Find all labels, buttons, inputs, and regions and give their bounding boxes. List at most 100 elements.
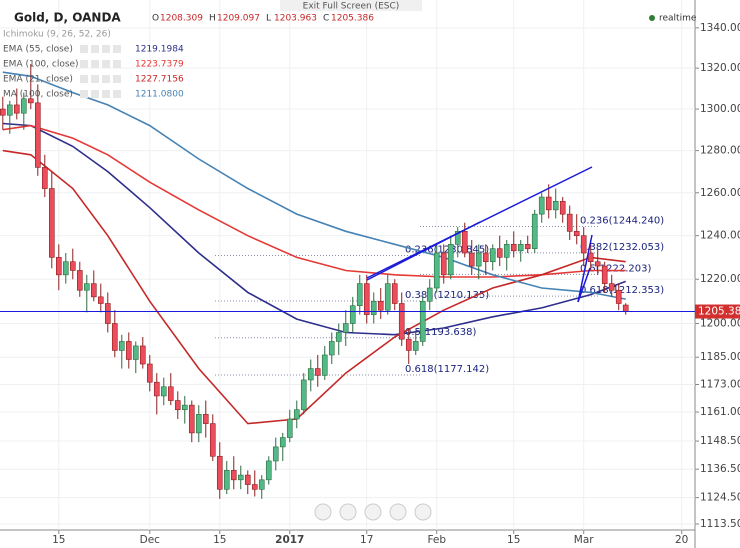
fullscreen-hint[interactable]: Exit Full Screen (ESC) xyxy=(303,2,400,12)
y-tick-label: 1320.000 xyxy=(700,62,740,74)
candle-body xyxy=(174,400,181,411)
candle-body xyxy=(405,338,412,351)
legend-icon xyxy=(91,75,99,83)
candle-body xyxy=(573,231,580,236)
y-tick-label: 1173.000 xyxy=(700,378,740,390)
last-price-label: 1205.386 xyxy=(698,306,740,318)
candle-body xyxy=(328,341,335,356)
x-tick-label: Feb xyxy=(427,534,446,546)
candle-body xyxy=(475,252,482,267)
nav-button[interactable] xyxy=(389,503,407,521)
candle-body xyxy=(461,231,468,254)
candle-body xyxy=(601,265,608,284)
candle-body xyxy=(587,252,594,263)
ohlc-letter: O xyxy=(152,14,159,24)
nav-button[interactable] xyxy=(364,503,382,521)
fib-label: 0.5(1193.638) xyxy=(405,327,477,338)
candle-body xyxy=(202,414,209,424)
legend-icon xyxy=(102,75,110,83)
candle-body xyxy=(538,196,545,215)
status: realtime xyxy=(659,14,697,24)
candle-body xyxy=(524,244,531,249)
candle-body xyxy=(195,414,202,434)
status-dot xyxy=(649,15,655,21)
candle-body xyxy=(559,201,566,215)
candle-body xyxy=(615,289,622,304)
candle-body xyxy=(146,363,153,383)
candle-body xyxy=(622,304,629,312)
x-tick-label: 20 xyxy=(675,534,688,546)
y-tick-label: 1340.000 xyxy=(700,22,740,34)
candle-body xyxy=(27,98,34,104)
fib-label: 0.5(1222.203) xyxy=(580,263,652,274)
y-tick-label: 1161.000 xyxy=(700,406,740,418)
fib-label: 0.618(1212.353) xyxy=(580,285,664,296)
candle-body xyxy=(160,386,167,397)
legend-icon xyxy=(91,60,99,68)
y-tick-label: 1200.000 xyxy=(700,318,740,330)
legend-name: EMA (55, close) xyxy=(3,45,73,55)
candle-body xyxy=(48,188,55,258)
candle-body xyxy=(391,283,398,304)
candle-body xyxy=(167,386,174,401)
ohlc-letter: C xyxy=(323,14,329,24)
moving-average-line xyxy=(2,124,626,278)
candle-body xyxy=(356,283,363,307)
x-tick-label: 15 xyxy=(52,534,65,546)
legend-icon xyxy=(102,60,110,68)
candle-body xyxy=(398,303,405,340)
legend-icon xyxy=(102,45,110,53)
candle-body xyxy=(307,368,314,381)
candle-body xyxy=(489,248,496,263)
ohlc-letter: L xyxy=(266,14,271,24)
wave-line xyxy=(577,234,593,303)
candle-body xyxy=(377,300,384,311)
legend-name: MA (100, close) xyxy=(3,90,73,100)
nav-buttons xyxy=(314,503,432,521)
candle-body xyxy=(279,437,286,448)
candle-body xyxy=(13,104,20,114)
legend-value: 1223.7379 xyxy=(135,60,184,70)
candle-body xyxy=(468,252,475,267)
legend-icon xyxy=(102,90,110,98)
fib-label: 0.618(1177.142) xyxy=(405,364,489,375)
candle-body xyxy=(272,446,279,462)
candle-body xyxy=(384,283,391,311)
legend-icon xyxy=(113,60,121,68)
y-tick-label: 1220.000 xyxy=(700,273,740,285)
legend-icon xyxy=(80,75,88,83)
candle-body xyxy=(0,108,6,116)
candle-body xyxy=(419,300,426,342)
nav-button[interactable] xyxy=(339,503,357,521)
candle-body xyxy=(454,231,461,245)
legend-icon xyxy=(80,90,88,98)
candle-body xyxy=(237,474,244,481)
candle-body xyxy=(132,345,139,360)
candle-body xyxy=(447,244,454,276)
legend-icon xyxy=(91,45,99,53)
candle-body xyxy=(258,479,265,490)
candle-body xyxy=(412,341,419,351)
candle-body xyxy=(566,213,573,232)
candle-body xyxy=(531,213,538,249)
fib-label: 0.236(1230.845) xyxy=(405,245,489,256)
nav-button[interactable] xyxy=(414,503,432,521)
candle-body xyxy=(20,98,27,114)
nav-button[interactable] xyxy=(314,503,332,521)
candle-body xyxy=(139,345,146,365)
candle-body xyxy=(482,252,489,263)
y-tick-label: 1240.000 xyxy=(700,230,740,242)
candle-body xyxy=(608,283,615,291)
x-tick-label: Dec xyxy=(140,534,161,546)
legend-icon xyxy=(113,75,121,83)
x-tick-label: Mar xyxy=(574,534,594,546)
candle-body xyxy=(517,244,524,252)
legend-value: 1219.1984 xyxy=(135,45,184,55)
trend-line xyxy=(366,221,481,281)
candle-body xyxy=(503,244,510,258)
legend-icon xyxy=(91,90,99,98)
candle-body xyxy=(55,257,62,276)
candle-body xyxy=(293,409,300,420)
